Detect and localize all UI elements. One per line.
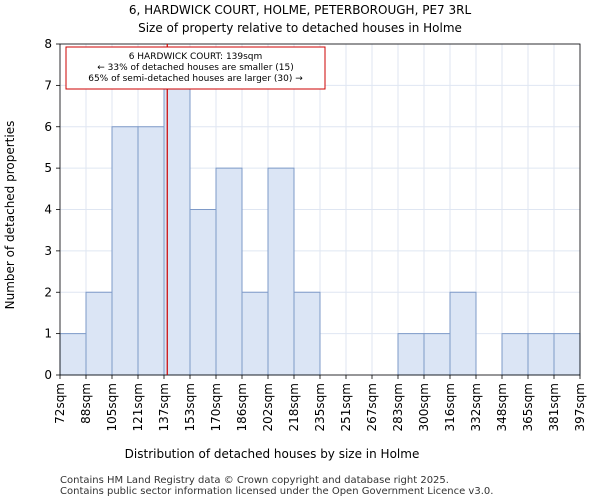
chart-subtitle: Size of property relative to detached ho… [138,21,462,35]
annotation-line-2: ← 33% of detached houses are smaller (15… [97,63,294,73]
bar [189,209,217,376]
x-tick-label: 316sqm [443,383,457,431]
bar [59,333,87,376]
x-tick-label: 283sqm [391,383,405,431]
x-tick-label: 397sqm [573,383,587,431]
y-tick-label: 3 [44,244,52,258]
y-tick-label: 2 [44,285,52,299]
x-tick-label: 381sqm [547,383,561,431]
x-tick-label: 170sqm [209,383,223,431]
y-tick-label: 7 [44,78,52,92]
y-axis: 0 1 2 3 4 5 6 7 8 [44,37,60,382]
bar [293,291,321,376]
x-tick-label: 300sqm [417,383,431,431]
bar [553,333,581,376]
chart-title: 6, HARDWICK COURT, HOLME, PETERBOROUGH, … [129,3,472,17]
x-tick-label: 137sqm [157,383,171,431]
bar [501,333,529,376]
y-tick-label: 5 [44,161,52,175]
x-tick-label: 332sqm [469,383,483,431]
bar [267,167,295,376]
x-axis: 72sqm 88sqm 105sqm 121sqm 137sqm 153sqm 170sqm… [53,375,587,431]
x-tick-label: 105sqm [105,383,119,431]
x-tick-label: 88sqm [79,383,93,424]
x-tick-label: 235sqm [313,383,327,431]
bar [137,126,165,376]
x-axis-label: Distribution of detached houses by size … [125,447,420,461]
y-tick-label: 8 [44,37,52,51]
bars [59,84,581,376]
bar [449,291,477,376]
x-tick-label: 348sqm [495,383,509,431]
x-tick-label: 251sqm [339,383,353,431]
x-tick-label: 365sqm [521,383,535,431]
x-tick-label: 72sqm [53,383,67,424]
bar [85,291,113,376]
x-tick-label: 218sqm [287,383,301,431]
bar [527,333,555,376]
bar [423,333,451,376]
x-tick-label: 267sqm [365,383,379,431]
y-tick-label: 4 [44,203,52,217]
x-tick-label: 186sqm [235,383,249,431]
x-tick-label: 121sqm [131,383,145,431]
y-tick-label: 6 [44,120,52,134]
annotation-line-1: 6 HARDWICK COURT: 139sqm [129,52,263,62]
bar [215,167,243,376]
y-axis-label: Number of detached properties [3,121,17,310]
bar [111,126,139,376]
annotation-frame [65,46,326,90]
x-tick-label: 153sqm [183,383,197,431]
x-tick-label: 202sqm [261,383,275,431]
annotation-line-3: 65% of semi-detached houses are larger (… [88,74,303,84]
y-tick-label: 0 [44,368,52,382]
annotation-box: 6 HARDWICK COURT: 139sqm ← 33% of detach… [65,46,326,90]
bar [241,291,269,376]
y-tick-label: 1 [44,327,52,341]
footer-line-1: Contains HM Land Registry data © Crown c… [60,475,449,486]
bar [163,84,191,376]
footer-line-2: Contains public sector information licen… [60,486,493,497]
bar [397,333,425,376]
